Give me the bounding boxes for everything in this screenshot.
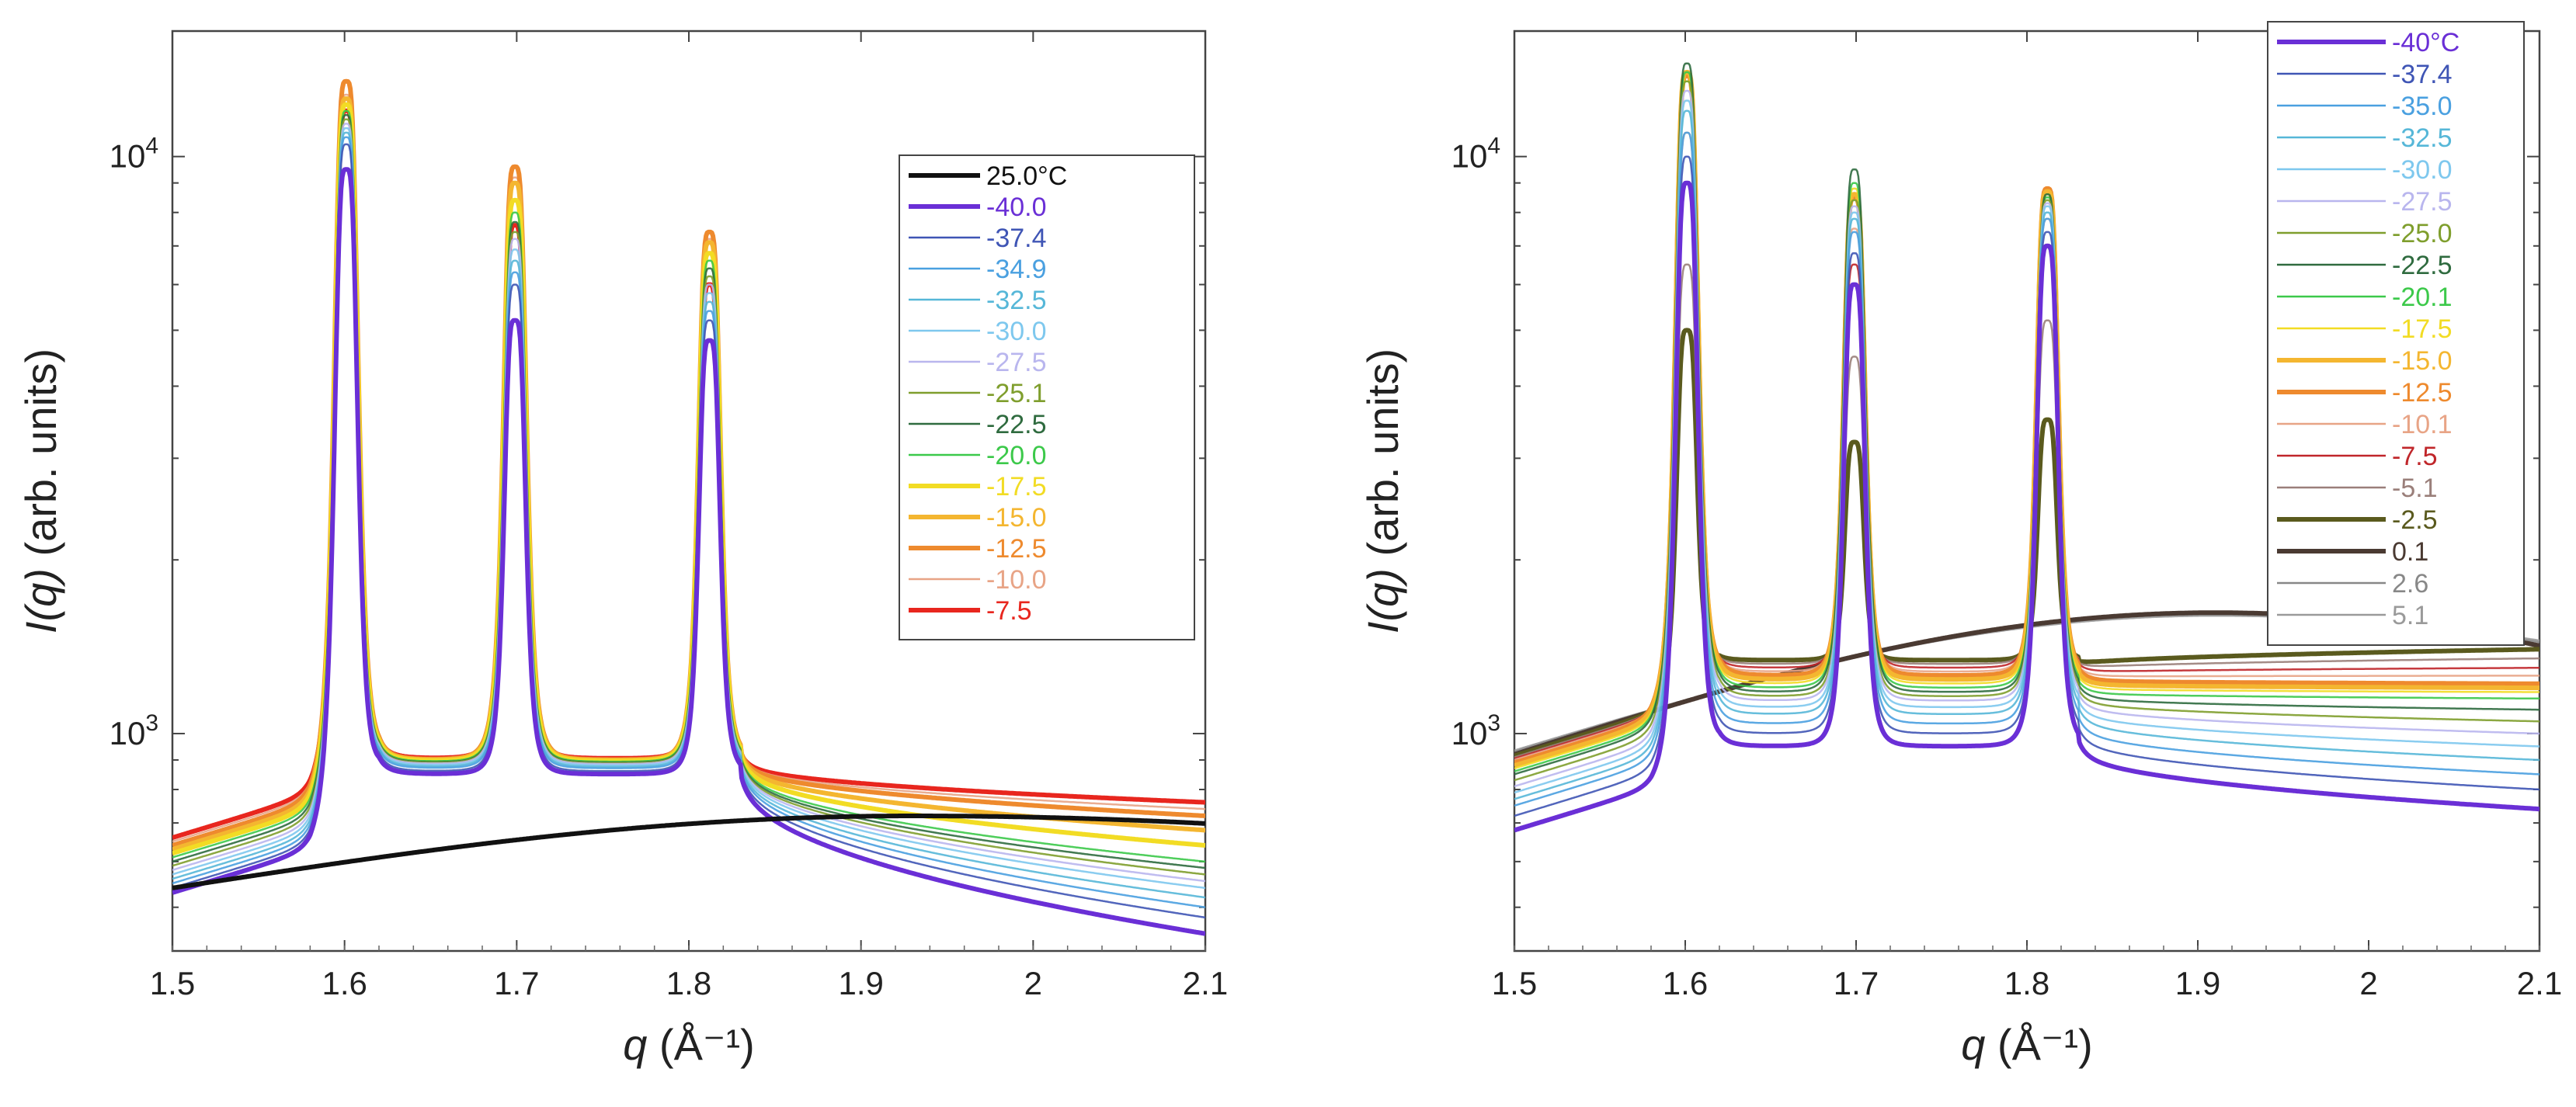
y-tick-label: 104	[110, 134, 158, 175]
y-axis-label: I(q) (arb. units)	[16, 349, 65, 633]
legend-label: -10.1	[2392, 410, 2453, 439]
x-tick-label: 2.1	[2517, 965, 2562, 1001]
y-tick-label: 103	[1451, 710, 1500, 751]
series-line	[1514, 180, 2539, 833]
legend-label: -15.0	[986, 503, 1047, 533]
x-tick-label: 1.5	[1492, 965, 1537, 1001]
x-tick-label: 1.7	[1834, 965, 1879, 1001]
legend-label: -40°C	[2392, 28, 2460, 57]
legend-label: -7.5	[2392, 442, 2438, 471]
legend-label: -12.5	[2392, 378, 2453, 408]
legend-box	[2267, 21, 2525, 646]
legend-label: -25.1	[986, 379, 1047, 408]
x-tick-label: 2.1	[1183, 965, 1228, 1001]
legend-label: -17.5	[986, 472, 1047, 501]
legend-label: -5.1	[2392, 474, 2438, 503]
x-tick-label: 1.8	[666, 965, 711, 1001]
legend-label: -34.9	[986, 255, 1047, 284]
legend-label: -20.1	[2392, 283, 2453, 312]
y-tick-label: 104	[1451, 134, 1500, 175]
chart-panel-left: 1.5 1.6 1.7 1.8 1.9 2 2.1 103 104 q (Å⁻¹) I(q) (ar…	[16, 29, 1228, 1069]
legend: -40°C -37.4 -35.0-32.5-30.0-27.5-25.0 -22.5…	[2267, 21, 2525, 646]
legend-label: -22.5	[2392, 251, 2453, 280]
legend-label: -7.5	[986, 596, 1032, 626]
y-axis-label: I(q) (arb. units)	[1358, 349, 1407, 633]
x-axis-label: q (Å⁻¹)	[1961, 1020, 2093, 1069]
legend-label: -2.5	[2392, 505, 2438, 535]
legend-label: -17.5	[2392, 314, 2453, 344]
y-tick-label: 103	[110, 710, 158, 751]
chart-panel-right: 1.5 1.6 1.7 1.8 1.9 2 2.1 103 104 q (Å⁻¹) I(q) (ar…	[1358, 21, 2562, 1069]
legend-label: -20.0	[986, 441, 1047, 470]
x-tick-label: 1.6	[322, 965, 367, 1001]
x-tick-label: 1.9	[838, 965, 883, 1001]
legend: 25.0°C-40.0-37.4-34.9-32.5-30.0-27.5-25.…	[899, 154, 1195, 640]
legend-label: -30.0	[2392, 155, 2453, 185]
legend-box	[899, 154, 1195, 640]
legend-label: -27.5	[986, 348, 1047, 377]
legend-label: -40.0	[986, 193, 1047, 222]
x-tick-label: 1.6	[1663, 965, 1708, 1001]
series-line	[172, 167, 1205, 936]
legend-label: -30.0	[986, 317, 1047, 346]
legend-label: -35.0	[2392, 92, 2453, 121]
legend-label: -10.0	[986, 565, 1047, 595]
x-tick-label: 1.8	[2004, 965, 2049, 1001]
x-tick-label: 1.5	[150, 965, 195, 1001]
x-axis-label: q (Å⁻¹)	[623, 1020, 755, 1069]
legend-label: -22.5	[986, 410, 1047, 439]
legend-label: -37.4	[2392, 60, 2453, 89]
x-tick-label: 2	[1024, 965, 1042, 1001]
curves	[172, 78, 1205, 936]
legend-label: -32.5	[986, 286, 1047, 315]
x-tick-label: 1.7	[494, 965, 539, 1001]
series-line	[172, 814, 1205, 890]
legend-label: 25.0°C	[986, 161, 1067, 191]
x-tick-label: 1.9	[2175, 965, 2220, 1001]
legend-label: -25.0	[2392, 219, 2453, 248]
legend-label: -27.5	[2392, 187, 2453, 217]
legend-label: -12.5	[986, 534, 1047, 564]
x-tick-label: 2	[2359, 965, 2377, 1001]
legend-label: 2.6	[2392, 569, 2428, 599]
legend-label: -32.5	[2392, 123, 2453, 153]
legend-label: -37.4	[986, 224, 1047, 253]
legend-label: 5.1	[2392, 601, 2428, 630]
curves	[1514, 62, 2539, 833]
legend-label: 0.1	[2392, 537, 2428, 567]
legend-label: -15.0	[2392, 346, 2453, 376]
